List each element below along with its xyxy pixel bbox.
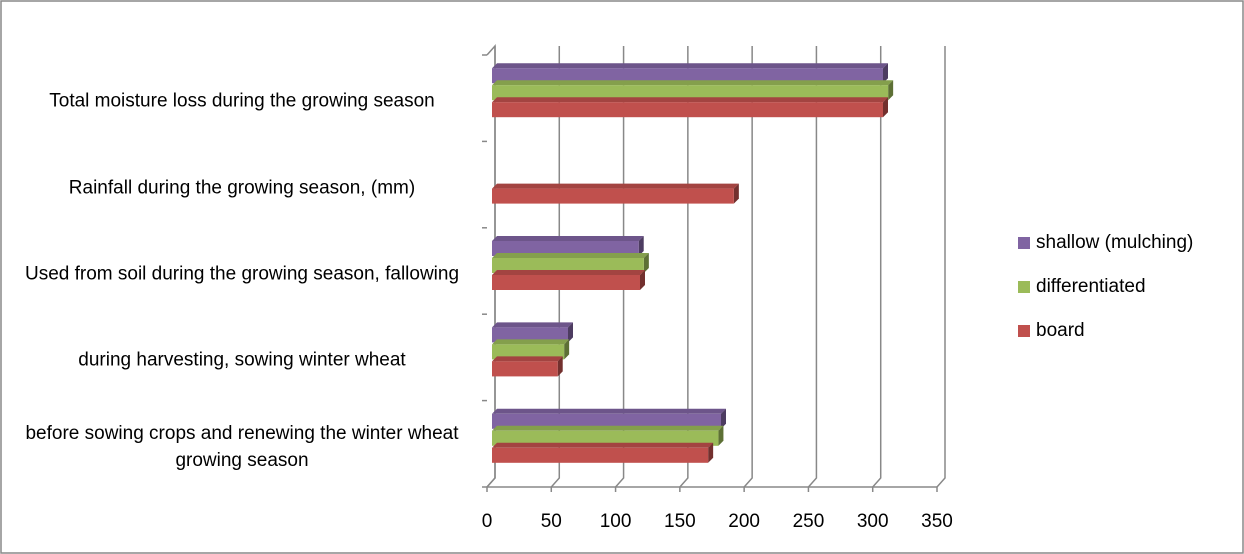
- bar-face: [492, 270, 645, 275]
- bar-face: [888, 80, 894, 101]
- category-label: Rainfall during the growing season, (mm): [68, 177, 416, 199]
- x-tick-label: 300: [857, 511, 889, 532]
- grid-line: [743, 46, 753, 488]
- bar-face: [492, 80, 894, 86]
- category-label: during harvesting, sowing winter wheat: [78, 349, 406, 371]
- category-label: before sowing crops and renewing the win…: [25, 422, 459, 471]
- bar-face: [492, 413, 721, 429]
- grid-line: [936, 46, 946, 488]
- bar: [492, 356, 563, 377]
- bar-face: [492, 322, 573, 328]
- bar-face: [564, 339, 570, 360]
- legend-label: board: [1036, 320, 1085, 341]
- x-tick-label: 250: [793, 511, 825, 532]
- bar-face: [492, 275, 640, 290]
- bar: [492, 270, 645, 290]
- grid-line: [807, 46, 818, 488]
- bar-face: [640, 270, 645, 290]
- legend-swatch: [1018, 237, 1030, 249]
- bar-face: [733, 183, 739, 204]
- bar-face: [883, 97, 888, 118]
- x-tick-label: 350: [921, 511, 953, 532]
- bar-face: [492, 356, 563, 362]
- bar-face: [643, 253, 649, 273]
- bar-face: [492, 339, 570, 345]
- bar: [492, 339, 570, 360]
- bar-face: [492, 68, 883, 84]
- bar-face: [492, 102, 883, 118]
- bar-face: [492, 85, 889, 101]
- legend-swatch: [1018, 325, 1030, 337]
- bar-face: [492, 425, 724, 431]
- bar-face: [708, 442, 714, 463]
- category-label: Used from soil during the growing season…: [24, 263, 460, 285]
- bar-face: [492, 97, 888, 103]
- bar: [492, 425, 724, 446]
- bar-face: [492, 63, 888, 69]
- legend-swatch: [1018, 281, 1030, 293]
- x-tick-label: 50: [541, 511, 562, 532]
- bar: [492, 183, 739, 204]
- bar: [492, 253, 649, 273]
- bar-face: [492, 447, 709, 463]
- bar-face: [721, 408, 726, 429]
- bar: [492, 408, 726, 429]
- legend-label: differentiated: [1036, 276, 1146, 297]
- bar-face: [492, 344, 565, 360]
- bar-face: [718, 425, 724, 446]
- bar-face: [492, 327, 568, 343]
- legend-label: shallow (mulching): [1036, 232, 1193, 253]
- bar-face: [492, 241, 639, 256]
- bar-face: [638, 236, 644, 256]
- bar-face: [557, 356, 563, 377]
- bar: [492, 442, 714, 463]
- bar-face: [492, 430, 719, 446]
- bar: [492, 322, 573, 343]
- bar-face: [492, 236, 644, 241]
- grid-line: [872, 46, 882, 488]
- bar-face: [492, 408, 726, 414]
- bar: [492, 97, 888, 118]
- x-tick-label: 200: [728, 511, 760, 532]
- bar: [492, 80, 894, 101]
- x-tick-label: 150: [664, 511, 696, 532]
- bar-face: [492, 258, 644, 273]
- bar-face: [568, 322, 573, 343]
- category-label: Total moisture loss during the growing s…: [49, 90, 435, 112]
- bar: [492, 236, 644, 256]
- bar-face: [492, 188, 734, 204]
- bar-face: [492, 253, 649, 258]
- bar-face: [883, 63, 888, 84]
- bar-face: [492, 183, 739, 189]
- bar-face: [492, 442, 714, 448]
- x-tick-label: 100: [600, 511, 632, 532]
- bar: [492, 63, 888, 84]
- x-tick-label: 0: [482, 511, 493, 532]
- bar-face: [492, 361, 558, 377]
